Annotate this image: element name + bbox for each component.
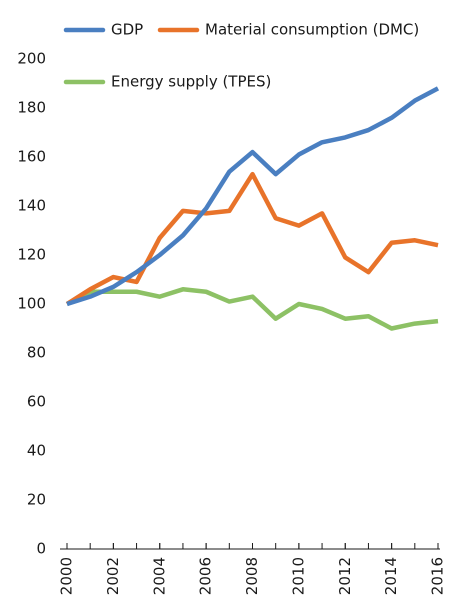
y-tick-label: 40 [27, 442, 46, 460]
y-tick-label: 200 [17, 50, 46, 68]
legend-label: Material consumption (DMC) [205, 21, 419, 39]
x-tick-label: 2010 [289, 557, 307, 595]
y-tick-label: 100 [17, 295, 46, 313]
legend-label: Energy supply (TPES) [111, 73, 271, 91]
series-line [65, 171, 439, 306]
x-tick-label: 2012 [336, 557, 354, 595]
y-tick-label: 0 [36, 540, 46, 558]
x-tick-label: 2002 [104, 557, 122, 595]
x-tick-label: 2016 [429, 557, 447, 595]
x-tick-label: 2000 [58, 557, 76, 595]
y-tick-label: 20 [27, 491, 46, 509]
y-tick-label: 140 [17, 197, 46, 215]
y-tick-label: 80 [27, 344, 46, 362]
x-tick-label: 2004 [150, 557, 168, 595]
legend-label: GDP [111, 21, 143, 39]
y-tick-label: 160 [17, 148, 46, 166]
y-tick-label: 120 [17, 246, 46, 264]
series-line [66, 86, 440, 307]
x-tick-label: 2006 [197, 557, 215, 595]
x-tick-label: 2008 [243, 557, 261, 595]
series-line [65, 287, 439, 331]
y-tick-label: 180 [17, 99, 46, 117]
y-tick-label: 60 [27, 393, 46, 411]
x-tick-label: 2014 [382, 557, 400, 595]
